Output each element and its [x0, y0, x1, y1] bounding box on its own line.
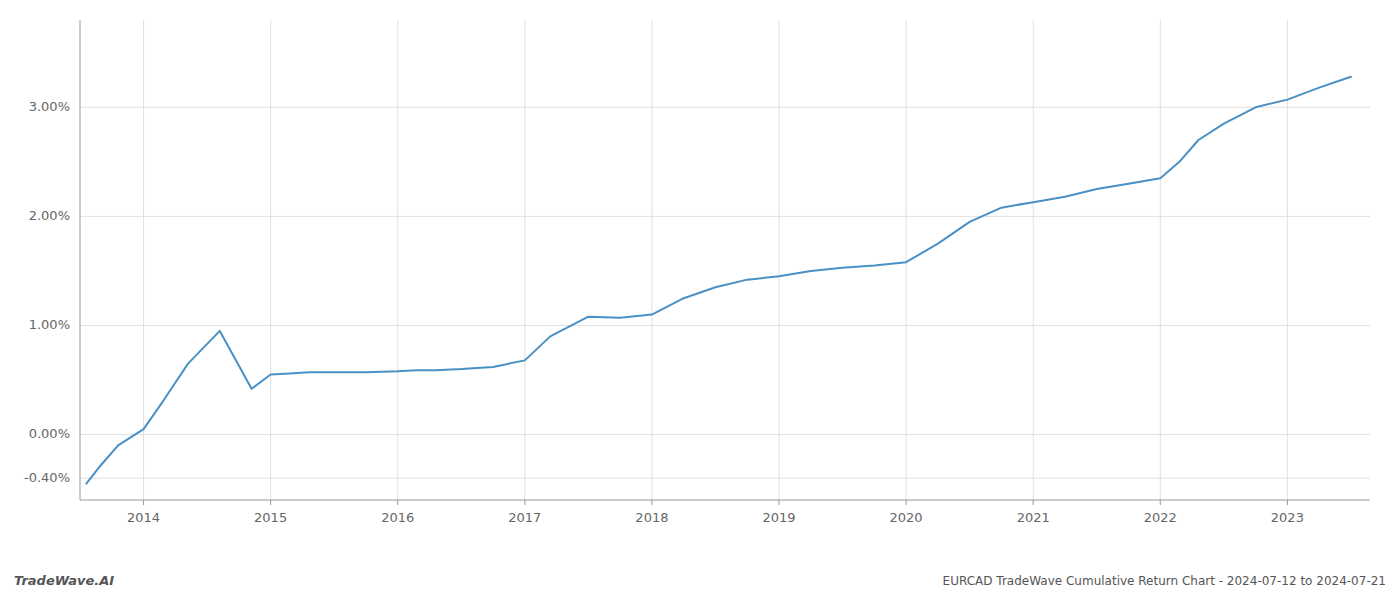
x-tick-label: 2023 — [1271, 510, 1304, 525]
x-tick-label: 2014 — [127, 510, 160, 525]
y-tick-label: 2.00% — [29, 208, 70, 223]
x-tick-label: 2019 — [762, 510, 795, 525]
x-tick-mark — [779, 500, 780, 505]
y-grid-line — [80, 478, 1370, 479]
x-tick-mark — [143, 500, 144, 505]
x-tick-label: 2016 — [381, 510, 414, 525]
x-tick-label: 2017 — [508, 510, 541, 525]
x-tick-mark — [1287, 500, 1288, 505]
x-tick-label: 2018 — [635, 510, 668, 525]
y-axis-line — [80, 20, 81, 500]
return-line — [86, 77, 1351, 484]
x-tick-label: 2015 — [254, 510, 287, 525]
x-grid-line — [906, 20, 907, 500]
x-grid-line — [1287, 20, 1288, 500]
x-tick-mark — [1160, 500, 1161, 505]
axes: -0.40% 0.00% 1.00% 2.00% 3.00% 2014 2015 2016 20… — [24, 20, 1370, 525]
title: EURCAD TradeWave Cumulative Return Chart… — [943, 574, 1386, 588]
watermark: TradeWave.AI — [14, 573, 114, 588]
grid — [80, 20, 1370, 500]
x-tick-mark — [524, 500, 525, 505]
x-grid-line — [1160, 20, 1161, 500]
x-tick-mark — [906, 500, 907, 505]
x-tick-mark — [1033, 500, 1034, 505]
x-grid-line — [1033, 20, 1034, 500]
y-grid-line — [80, 434, 1370, 435]
x-axis-line — [80, 500, 1370, 501]
x-grid-line — [270, 20, 271, 500]
x-tick-mark — [651, 500, 652, 505]
x-tick-mark — [270, 500, 271, 505]
y-tick-label: 0.00% — [29, 426, 70, 441]
x-grid-line — [397, 20, 398, 500]
chart-container: -0.40% 0.00% 1.00% 2.00% 3.00% 2014 2015 2016 20… — [0, 0, 1400, 600]
y-tick-label: 3.00% — [29, 99, 70, 114]
x-grid-line — [651, 20, 652, 500]
x-tick-label: 2020 — [890, 510, 923, 525]
y-tick-label: -0.40% — [24, 470, 70, 485]
chart-svg: -0.40% 0.00% 1.00% 2.00% 3.00% 2014 2015 2016 20… — [0, 0, 1400, 600]
y-grid-line — [80, 107, 1370, 108]
y-grid-line — [80, 325, 1370, 326]
x-tick-label: 2021 — [1017, 510, 1050, 525]
plot-area — [86, 77, 1351, 484]
x-tick-label: 2022 — [1144, 510, 1177, 525]
x-tick-mark — [397, 500, 398, 505]
x-grid-line — [524, 20, 525, 500]
y-tick-label: 1.00% — [29, 317, 70, 332]
y-grid-line — [80, 216, 1370, 217]
x-grid-line — [779, 20, 780, 500]
